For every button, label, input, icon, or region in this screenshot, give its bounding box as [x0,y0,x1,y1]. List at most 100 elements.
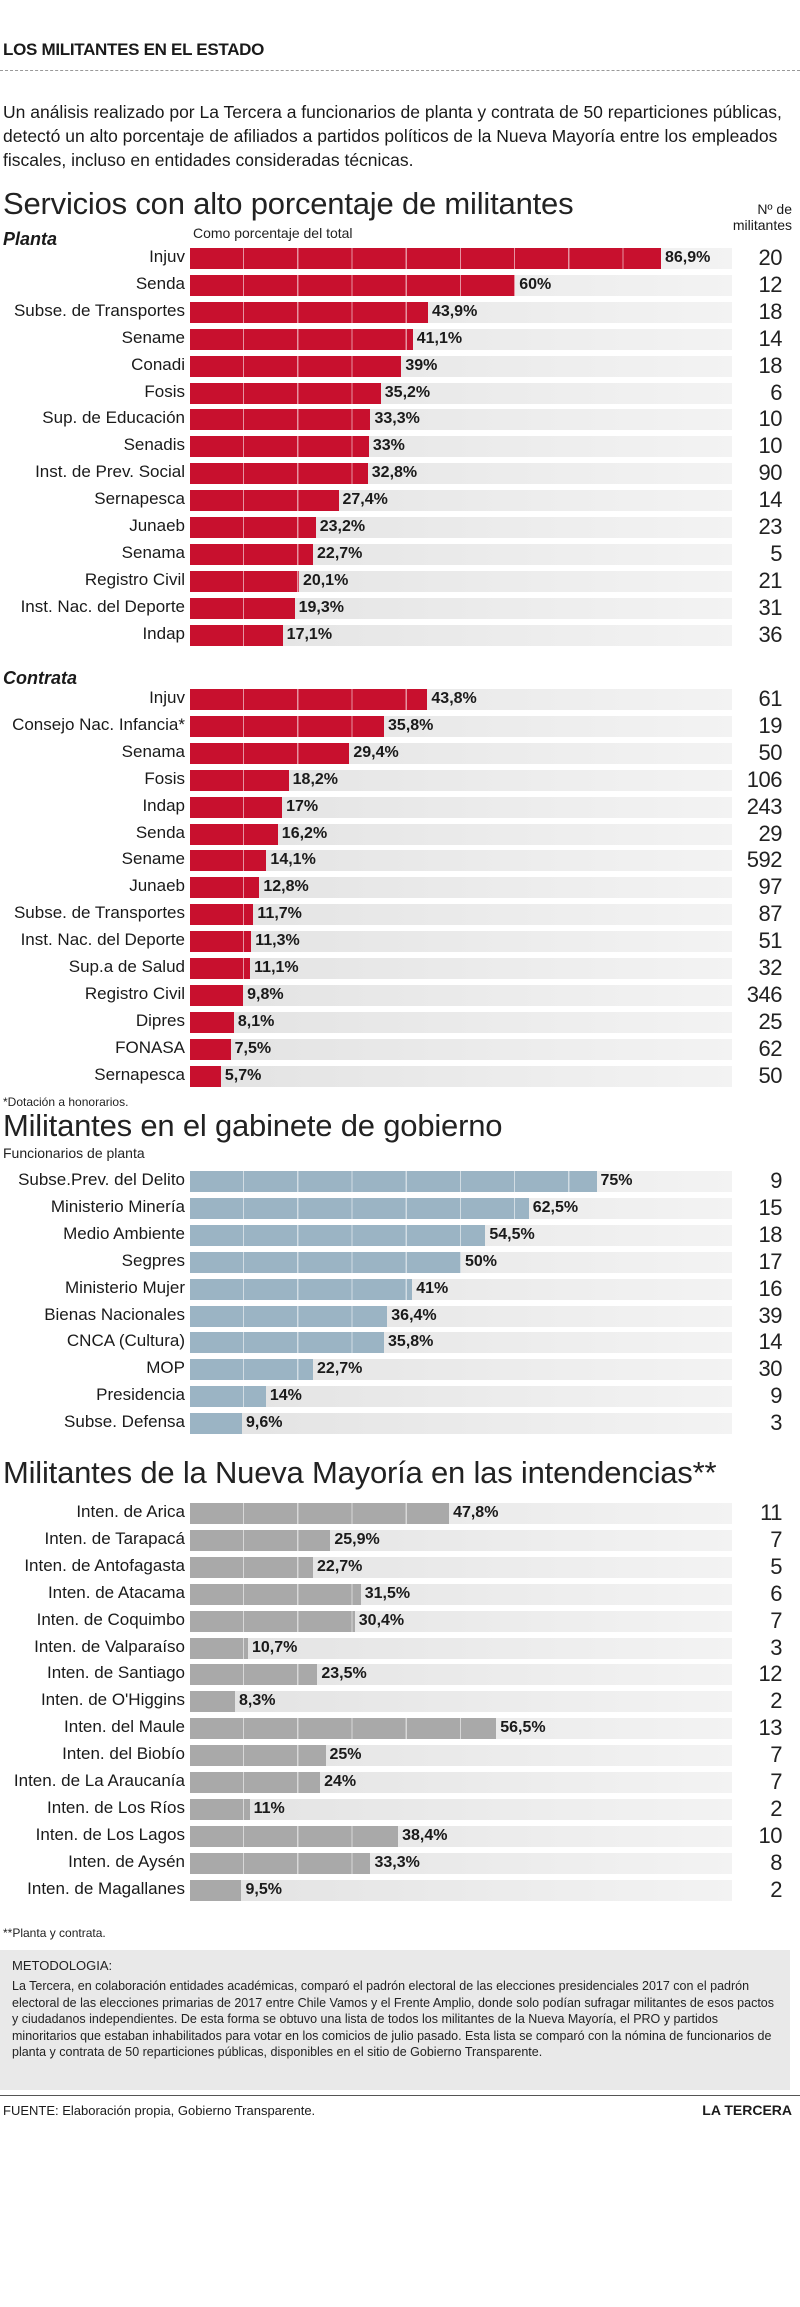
count-column-label: Nº de militantes [732,201,792,233]
value-label: 33,3% [374,1853,420,1871]
category-label: Segpres [121,1250,185,1270]
bar [190,543,314,565]
bar-track [190,769,732,791]
category-label: Inten. de Magallanes [27,1878,185,1898]
value-label: 14,1% [270,851,316,869]
category-label: Presidencia [96,1385,185,1405]
bar [190,1359,314,1381]
bar-track [190,1556,732,1578]
bar-track [190,1386,732,1408]
category-label: Sernapesca [94,1064,185,1084]
value-label: 8,1% [237,1012,275,1030]
count-value: 6 [770,379,782,405]
value-label: 33,3% [374,410,420,428]
header-divider [0,70,800,71]
count-value: 10 [758,433,783,459]
count-value: 32 [758,955,783,980]
bar-track [190,1691,732,1713]
bar-track [190,1664,732,1686]
category-label: Medio Ambiente [63,1223,185,1243]
bar [190,1583,361,1605]
category-label: Registro Civil [84,983,185,1003]
bar [190,1610,355,1632]
value-label: 27,4% [342,491,388,509]
value-label: 35,8% [388,716,434,734]
category-label: Dipres [135,1010,185,1030]
category-label: Injuv [149,247,185,266]
bar [190,823,278,845]
value-label: 50% [465,1252,498,1270]
category-label: Inten. de Valparaíso [34,1636,185,1656]
count-value: 30 [758,1356,783,1382]
count-value: 25 [758,1008,783,1034]
bar-track [190,517,732,538]
bar-track [190,597,732,619]
category-label: Inst. de Prev. Social [35,462,185,482]
category-label: Indap [142,795,185,815]
category-label: Inten. del Maule [64,1717,185,1737]
category-label: Sernapesca [94,489,185,509]
value-label: 39% [405,356,438,374]
count-value: 7 [770,1607,782,1633]
bar [190,1278,413,1300]
value-label: 62,5% [532,1198,579,1216]
bar [190,274,516,296]
bar-track [190,1879,732,1901]
bar [190,382,381,404]
count-value: 7 [770,1526,782,1552]
category-label: Inten. de Atacama [47,1582,185,1602]
count-value: 5 [770,1553,782,1579]
count-value: 106 [746,766,783,792]
header-title: LOS MILITANTES EN EL ESTADO [3,40,265,59]
count-value: 11 [760,1500,782,1525]
bar-track [190,850,732,872]
count-value: 17 [758,1248,783,1274]
category-label: Fosis [144,768,185,788]
bar-track [190,624,732,646]
value-label: 22,7% [317,544,363,562]
count-value: 21 [758,567,783,593]
count-value: 31 [758,594,783,620]
count-value: 346 [746,981,783,1007]
value-label: 25% [329,1746,362,1764]
value-label: 29,4% [353,743,399,761]
bar [190,570,299,592]
bar-track [190,877,732,899]
count-value: 61 [758,686,783,711]
count-value: 243 [746,793,783,819]
bar [190,1637,248,1659]
value-label: 12,8% [263,878,309,896]
bar [190,742,350,764]
bar [190,850,267,872]
bar [190,1038,231,1060]
count-value: 592 [746,847,783,873]
count-value: 23 [758,514,783,539]
bar [190,904,254,926]
count-value: 6 [770,1580,782,1606]
category-label: Inten. de Los Lagos [35,1824,185,1844]
bar-track [190,1038,732,1060]
methodology-box: METODOLOGIA: La Tercera, en colaboración… [0,1950,790,2090]
category-label: Senda [135,273,185,293]
category-label: Inten. de Arica [76,1502,185,1521]
count-value: 12 [758,271,783,297]
bar [190,1556,314,1578]
category-label: Consejo Nac. Infancia* [12,714,185,734]
bar [190,1332,385,1354]
category-label: Sename [121,327,185,347]
bar [190,597,295,619]
bar-track [190,1359,732,1381]
count-value: 19 [758,712,783,738]
value-label: 5,7% [224,1066,262,1084]
category-label: Inten. de Antofagasta [24,1555,185,1575]
bar [190,958,251,979]
category-label: Inten. de La Araucanía [13,1771,185,1790]
category-label: Subse.Prev. del Delito [18,1170,185,1189]
count-value: 13 [758,1715,783,1741]
chart-title: Militantes en el gabinete de gobierno [3,1108,503,1143]
chart-title: Servicios con alto porcentaje de militan… [3,186,574,221]
count-value: 90 [758,460,783,486]
count-value: 18 [758,1221,783,1247]
value-label: 24% [324,1773,357,1790]
